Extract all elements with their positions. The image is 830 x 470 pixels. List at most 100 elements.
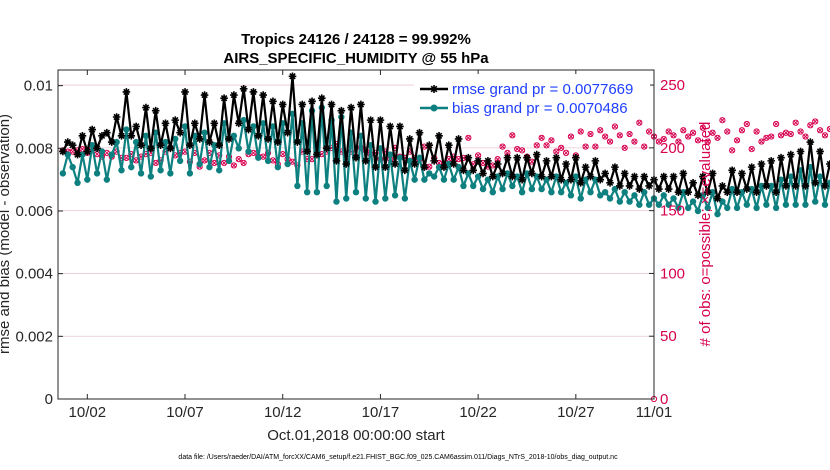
- obs-evaluated-marker-133: [710, 130, 716, 136]
- obs-possible-marker-97: [533, 142, 540, 149]
- bias-point-141: [748, 185, 755, 193]
- rmse-point-49: [298, 100, 307, 109]
- obs-evaluated-marker-91: [504, 150, 510, 156]
- obs-evaluated-marker-118: [636, 120, 642, 126]
- x-tick-label-6: 11/01: [636, 404, 672, 421]
- rmse-point-88: [488, 172, 497, 181]
- y-right-axis-label: # of obs: o=possible; ×=evaluated: [697, 122, 714, 347]
- rmse-point-131: [699, 172, 707, 181]
- obs-evaluated-marker-153: [807, 122, 813, 128]
- x-tick-label-4: 10/22: [459, 404, 497, 421]
- bias-point-102: [557, 189, 565, 196]
- bias-point-14: [128, 163, 135, 171]
- rmse-point-117: [630, 172, 639, 181]
- obs-possible-marker-155: [816, 127, 824, 134]
- obs-evaluated-marker-115: [622, 145, 628, 151]
- bias-point-31: [211, 142, 218, 149]
- obs-evaluated-marker-111: [602, 133, 608, 140]
- bias-point-46: [284, 160, 291, 168]
- rmse-point-13: [122, 88, 131, 96]
- obs-possible-marker-145: [768, 133, 775, 140]
- rmse-point-56: [332, 157, 341, 165]
- rmse-point-108: [586, 172, 595, 181]
- obs-evaluated-marker-89: [495, 156, 501, 162]
- bias-point-109: [592, 176, 599, 183]
- obs-evaluated-marker-109: [592, 144, 598, 150]
- bias-point-93: [514, 173, 521, 180]
- rmse-point-146: [772, 188, 780, 196]
- bias-point-144: [763, 201, 770, 208]
- bias-point-48: [294, 182, 301, 190]
- obs-possible-marker-149: [787, 130, 794, 138]
- bias-point-78: [440, 176, 448, 183]
- obs-evaluated-marker-94: [519, 147, 525, 153]
- obs-possible-marker-108: [587, 130, 594, 138]
- obs-evaluated-marker-99: [543, 142, 550, 148]
- obs-possible-marker-123: [660, 135, 667, 143]
- rmse-point-29: [200, 91, 209, 99]
- rmse-point-147: [777, 153, 785, 162]
- rmse-point-37: [239, 85, 248, 93]
- rmse-point-30: [205, 138, 214, 146]
- rmse-point-96: [528, 169, 536, 178]
- obs-evaluated-marker-136: [724, 128, 730, 135]
- rmse-point-150: [791, 182, 800, 190]
- obs-evaluated-marker-127: [680, 127, 686, 133]
- rmse-point-87: [484, 157, 492, 165]
- rmse-point-11: [112, 113, 121, 121]
- bias-point-127: [680, 189, 687, 196]
- obs-possible-marker-106: [577, 128, 584, 135]
- obs-possible-marker-35: [230, 162, 237, 169]
- rmse-point-102: [557, 175, 565, 184]
- obs-evaluated-marker-100: [548, 137, 554, 143]
- obs-possible-marker-92: [509, 132, 516, 139]
- y-right-ticks: 0 50 100 150 200 250: [649, 77, 685, 408]
- rmse-point-0: [59, 147, 67, 156]
- bias-point-138: [733, 204, 741, 212]
- bias-point-9: [103, 176, 111, 183]
- bias-point-80: [450, 176, 457, 183]
- obs-evaluated-marker-139: [739, 127, 745, 133]
- bias-point-139: [738, 189, 746, 196]
- x-axis-label: Oct.01,2018 00:00:00 start: [267, 427, 445, 444]
- obs-evaluated-marker-113: [612, 123, 618, 130]
- bias-point-50: [303, 189, 311, 196]
- rmse-point-27: [190, 119, 199, 128]
- bias-point-68: [391, 192, 399, 199]
- rmse-point-106: [576, 179, 585, 187]
- rmse-point-59: [347, 103, 355, 112]
- rmse-point-25: [181, 88, 189, 96]
- rmse-point-97: [532, 150, 541, 159]
- rmse-point-38: [244, 125, 253, 134]
- legend-box: [414, 74, 650, 116]
- rmse-point-54: [322, 144, 331, 153]
- rmse-point-43: [269, 97, 277, 106]
- bias-point-95: [523, 170, 531, 177]
- obs-evaluated-marker-81: [456, 156, 462, 162]
- rmse-point-40: [254, 132, 263, 140]
- obs-evaluated-marker-140: [744, 121, 750, 127]
- obs-evaluated-marker-114: [617, 132, 623, 138]
- rmse-point-5: [83, 147, 92, 156]
- bias-point-5: [84, 176, 91, 183]
- rmse-point-113: [611, 163, 619, 171]
- rmse-point-39: [249, 88, 258, 96]
- rmse-point-33: [220, 94, 228, 102]
- bias-point-6: [88, 142, 96, 149]
- bias-point-142: [753, 204, 760, 212]
- obs-evaluated-marker-98: [539, 135, 545, 141]
- obs-evaluated-marker-150: [793, 120, 799, 126]
- chart-title-line2: AIRS_SPECIFIC_HUMIDITY @ 55 hPa: [223, 50, 489, 67]
- bias-point-129: [689, 198, 697, 205]
- y-left-tick-label-5: 0.01: [24, 78, 53, 95]
- rmse-point-52: [313, 150, 321, 159]
- bias-point-15: [132, 138, 140, 146]
- obs-possible-marker-113: [611, 123, 619, 130]
- x-ticks: 10/02 10/07 10/12 10/17 10/22 10/27 11/01: [69, 70, 672, 421]
- obs-evaluated-marker-7: [94, 151, 100, 157]
- x-tick-label-5: 10/27: [557, 404, 595, 421]
- rmse-point-101: [552, 153, 561, 162]
- obs-evaluated-marker-128: [685, 133, 691, 140]
- y-right-tick-label-4: 200: [660, 140, 685, 157]
